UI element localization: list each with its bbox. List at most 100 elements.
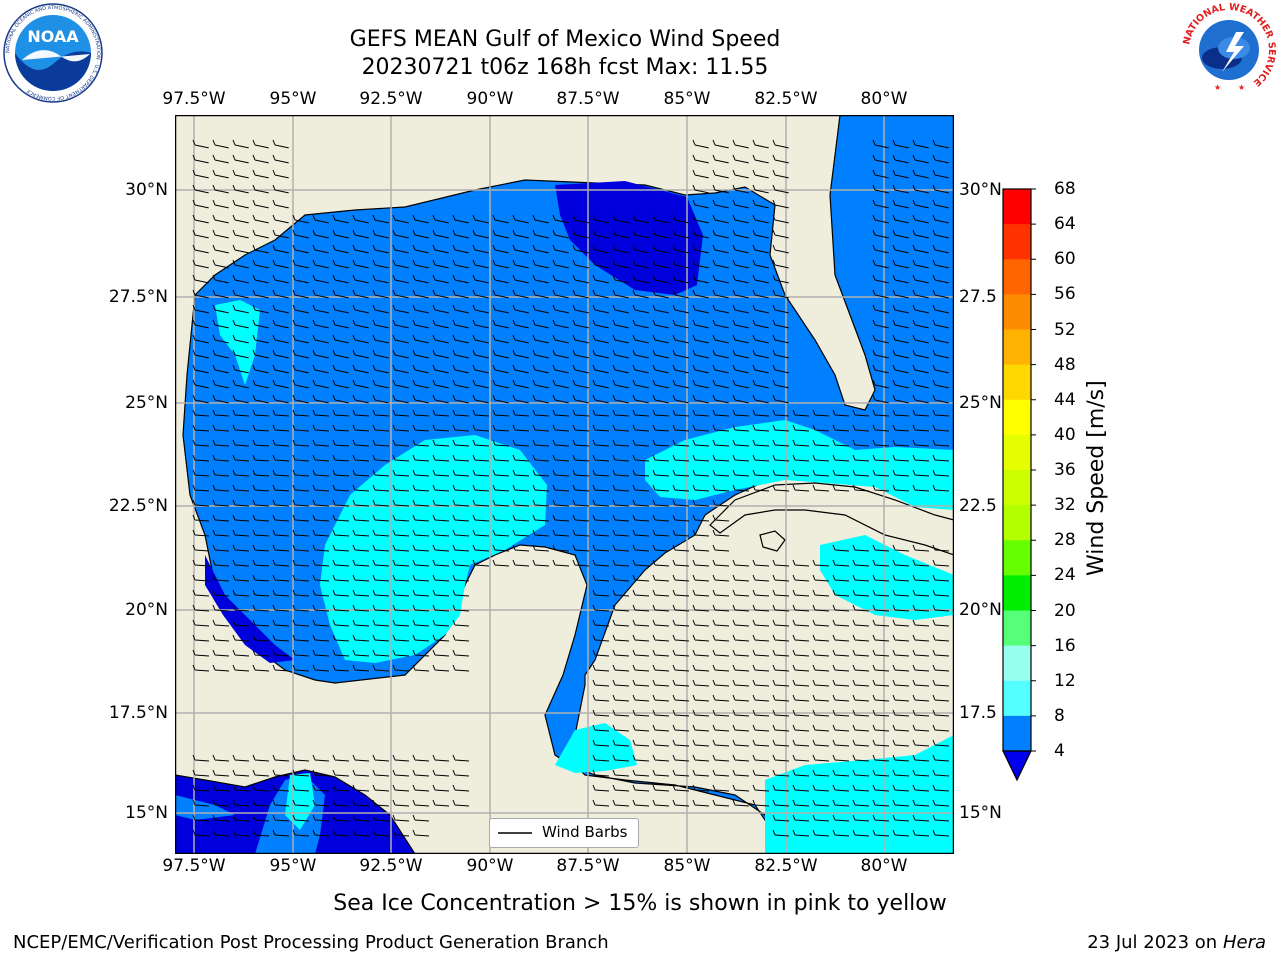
wind-barb <box>692 484 710 492</box>
wind-barb <box>772 154 789 164</box>
wind-barb <box>672 694 690 702</box>
wind-barb <box>772 304 789 314</box>
wind-barb <box>892 814 910 822</box>
wind-barb <box>332 664 350 672</box>
wind-barb <box>532 559 550 567</box>
colorbar-segment <box>1003 715 1031 752</box>
wind-barb <box>892 349 909 359</box>
chart-title: GEFS MEAN Gulf of Mexico Wind Speed <box>349 27 781 52</box>
wind-barb <box>512 499 530 507</box>
wind-barb <box>192 814 210 822</box>
wind-barb <box>932 214 949 224</box>
wind-barb <box>592 484 610 492</box>
wind-barb <box>332 334 349 344</box>
wind-barb <box>332 484 350 492</box>
wind-barb <box>772 379 789 389</box>
wind-barb <box>332 229 349 239</box>
wind-barb <box>872 289 889 299</box>
wind-barb <box>732 289 749 299</box>
wind-barb <box>272 319 289 329</box>
wind-barb <box>932 454 950 462</box>
wind-barb <box>312 304 329 314</box>
colorbar-tick-label: 44 <box>1054 389 1076 410</box>
wind-barb <box>932 754 950 762</box>
footer-left: NCEP/EMC/Verification Post Processing Pr… <box>13 932 609 953</box>
wind-barb <box>712 334 729 344</box>
colorbar-segment <box>1003 329 1031 366</box>
wind-barb <box>612 679 630 687</box>
wind-barb <box>612 229 629 239</box>
wind-barb <box>652 799 670 807</box>
wind-barb <box>812 604 830 612</box>
wind-barb <box>232 799 250 807</box>
wind-barb <box>412 604 430 612</box>
wind-barb <box>412 784 430 792</box>
wind-barb <box>832 754 850 762</box>
wind-barb <box>572 349 589 359</box>
wind-barb <box>852 604 870 612</box>
wind-barb <box>612 739 630 747</box>
wind-barb <box>852 754 870 762</box>
wind-barb <box>232 349 249 359</box>
wind-barb <box>472 484 490 492</box>
wind-barb <box>772 799 790 807</box>
wind-barb <box>332 784 350 792</box>
wind-barb <box>592 709 610 717</box>
wind-barb <box>252 769 270 777</box>
wind-barb <box>292 274 309 284</box>
wind-barb <box>752 664 770 672</box>
wind-barb <box>292 289 309 299</box>
wind-barb <box>472 259 489 269</box>
wind-barb <box>632 634 650 642</box>
wind-barb <box>732 634 750 642</box>
wind-barb <box>232 544 250 552</box>
wind-barb <box>692 214 709 224</box>
wind-barb <box>472 379 489 389</box>
wind-barb <box>492 319 509 329</box>
wind-barb <box>292 529 310 537</box>
wind-barb <box>752 169 769 179</box>
wind-barb <box>372 514 390 522</box>
wind-barb <box>532 484 550 492</box>
wind-barb <box>692 184 709 194</box>
wind-barb <box>712 214 729 224</box>
wind-barb <box>492 469 510 477</box>
wind-barb <box>892 334 909 344</box>
wind-barb <box>912 559 930 567</box>
wind-barb <box>692 199 709 209</box>
wind-barb <box>352 754 370 762</box>
wind-barb <box>692 379 709 389</box>
wind-barb <box>392 754 410 762</box>
wind-barb <box>872 259 889 269</box>
wind-barb <box>592 379 609 389</box>
wind-barb <box>792 784 810 792</box>
wind-barb <box>212 619 230 627</box>
wind-barb <box>732 799 750 807</box>
wind-barb <box>352 394 369 404</box>
wind-barb <box>692 619 710 627</box>
wind-barb <box>412 394 429 404</box>
wind-barb <box>652 589 670 597</box>
wind-barb <box>312 379 329 389</box>
wind-barb <box>232 604 250 612</box>
wind-barb <box>872 304 889 314</box>
colorbar-segment <box>1003 259 1031 295</box>
wind-barb <box>412 454 430 462</box>
wind-barb <box>352 229 369 239</box>
wind-barb <box>692 424 710 432</box>
wind-barb <box>312 364 329 374</box>
wind-barb <box>892 664 910 672</box>
wind-barb <box>352 499 370 507</box>
wind-barb <box>312 529 330 537</box>
wind-barb <box>852 739 870 747</box>
svg-text:★: ★ <box>1214 83 1221 92</box>
wind-barb <box>532 334 549 344</box>
wind-barb <box>712 184 729 194</box>
wind-barb <box>932 829 950 837</box>
wind-barb <box>312 259 329 269</box>
wind-barb <box>832 484 850 492</box>
wind-barb <box>292 379 309 389</box>
wind-barb <box>852 409 870 417</box>
wind-barb <box>332 454 350 462</box>
wind-barb <box>312 214 329 224</box>
